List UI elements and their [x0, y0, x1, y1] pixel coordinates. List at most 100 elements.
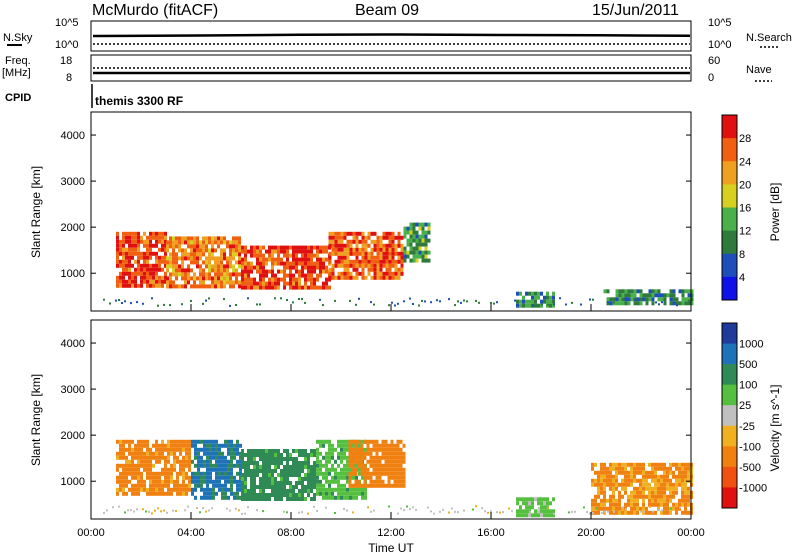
data-cell — [122, 467, 125, 472]
data-cell — [400, 251, 404, 256]
data-cell — [167, 487, 170, 492]
data-cell — [525, 513, 528, 518]
data-cell — [660, 478, 663, 483]
data-cell — [241, 493, 244, 497]
data-cell — [415, 254, 419, 259]
data-cell — [690, 297, 694, 302]
data-cell — [597, 510, 600, 515]
freq-unit: [MHz] — [2, 67, 31, 79]
colorbar-tick-label: -25 — [739, 421, 755, 433]
ground-scatter-cell — [355, 303, 357, 306]
data-cell — [241, 245, 244, 250]
data-cell — [286, 465, 289, 469]
data-cell — [227, 463, 230, 468]
data-cell — [343, 471, 346, 476]
data-cell — [385, 259, 389, 264]
data-cell — [600, 474, 603, 479]
data-cell — [143, 239, 146, 244]
data-cell — [364, 491, 367, 496]
ground-scatter-cell — [490, 510, 492, 513]
data-cell — [355, 487, 358, 492]
data-cell — [363, 475, 367, 480]
data-cell — [191, 479, 194, 484]
data-cell — [310, 281, 313, 286]
data-cell — [236, 439, 239, 444]
data-cell — [391, 247, 395, 252]
data-cell — [158, 267, 161, 272]
data-cell — [654, 482, 657, 487]
data-cell — [193, 252, 196, 257]
date-title: 15/Jun/2011 — [592, 2, 679, 19]
data-cell — [172, 280, 175, 285]
data-cell — [678, 502, 681, 507]
data-cell — [173, 467, 176, 472]
data-cell — [366, 467, 370, 472]
data-cell — [310, 273, 313, 278]
data-cell — [525, 291, 528, 296]
data-cell — [277, 253, 280, 258]
data-cell — [223, 284, 226, 289]
data-cell — [379, 239, 383, 244]
data-cell — [603, 482, 606, 487]
data-cell — [399, 475, 403, 480]
data-cell — [280, 269, 283, 274]
data-cell — [152, 231, 155, 236]
data-cell — [292, 497, 295, 501]
data-cell — [241, 265, 244, 270]
data-cell — [396, 463, 400, 468]
data-cell — [274, 277, 277, 282]
data-cell — [131, 483, 134, 488]
data-cell — [376, 235, 380, 240]
data-cell — [322, 249, 325, 254]
data-cell — [654, 478, 657, 483]
data-cell — [137, 443, 140, 448]
data-cell — [348, 483, 352, 488]
data-cell — [202, 252, 205, 257]
data-cell — [158, 487, 161, 492]
data-cell — [238, 284, 241, 289]
ground-scatter-cell — [145, 510, 147, 513]
data-cell — [310, 449, 313, 453]
data-cell — [286, 469, 289, 473]
data-cell — [298, 497, 301, 501]
ground-scatter-cell — [418, 304, 420, 307]
data-cell — [399, 467, 403, 472]
data-cell — [268, 473, 271, 477]
data-cell — [119, 479, 122, 484]
data-cell — [214, 280, 217, 285]
data-cell — [166, 280, 169, 285]
data-cell — [597, 486, 600, 491]
data-cell — [325, 269, 328, 274]
data-cell — [140, 487, 143, 492]
data-cell — [292, 245, 295, 250]
data-cell — [131, 255, 134, 260]
data-cell — [660, 490, 663, 495]
ground-scatter-cell — [292, 301, 294, 304]
data-cell — [247, 457, 250, 461]
ground-scatter-cell — [400, 507, 402, 510]
data-cell — [325, 471, 328, 476]
data-cell — [292, 465, 295, 469]
data-cell — [307, 273, 310, 278]
data-cell — [149, 247, 152, 252]
data-cell — [331, 455, 334, 460]
data-cell — [316, 451, 319, 456]
ground-scatter-cell — [349, 299, 351, 302]
data-cell — [543, 497, 546, 502]
data-cell — [179, 439, 182, 444]
data-cell — [253, 453, 256, 457]
data-cell — [274, 457, 277, 461]
data-cell — [155, 259, 158, 264]
data-cell — [218, 451, 221, 456]
data-cell — [304, 257, 307, 262]
data-cell — [238, 264, 241, 269]
data-cell — [367, 243, 371, 248]
data-cell — [244, 485, 247, 489]
colorbar-tick-label: -1000 — [739, 482, 767, 494]
data-cell — [146, 239, 149, 244]
data-cell — [175, 244, 178, 249]
data-cell — [375, 475, 379, 480]
data-cell — [351, 467, 355, 472]
data-cell — [122, 271, 125, 276]
